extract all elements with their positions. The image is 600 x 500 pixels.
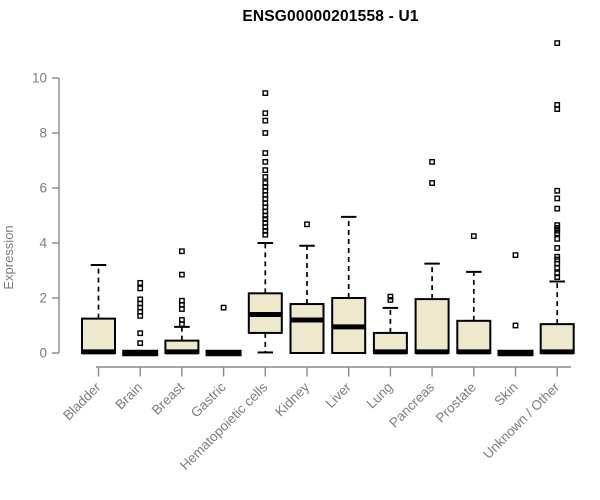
outlier-point bbox=[137, 340, 144, 346]
boxplot-gastric bbox=[205, 304, 242, 357]
iqr-box bbox=[289, 303, 325, 354]
y-axis-title: Expression bbox=[1, 225, 16, 289]
outlier-point bbox=[262, 174, 269, 180]
outlier-point bbox=[512, 252, 519, 258]
outlier-point bbox=[429, 158, 435, 165]
outlier-point bbox=[262, 117, 269, 124]
boxplot-hematopoietic-cells bbox=[247, 90, 283, 354]
collapsed-box bbox=[497, 349, 534, 357]
outlier-point bbox=[429, 180, 435, 186]
boxplot-skin bbox=[497, 252, 534, 357]
y-tick-label: 4 bbox=[39, 236, 47, 251]
x-tick-label-breast: Breast bbox=[149, 379, 187, 417]
outlier-point bbox=[262, 150, 269, 156]
boxplot-prostate bbox=[456, 233, 492, 355]
outlier-point bbox=[554, 274, 561, 280]
outlier-point bbox=[262, 158, 269, 165]
x-tick-label-unknown-other: Unknown / Other bbox=[480, 379, 563, 462]
outlier-point bbox=[554, 205, 561, 212]
outlier-point bbox=[262, 90, 269, 97]
outlier-point bbox=[554, 40, 561, 46]
x-tick-label-prostate: Prostate bbox=[433, 380, 479, 426]
outlier-point bbox=[178, 306, 185, 312]
outlier-point bbox=[554, 195, 561, 202]
outlier-point bbox=[262, 110, 269, 117]
outlier-point bbox=[137, 279, 144, 286]
outlier-point bbox=[554, 187, 561, 194]
x-tick-label-liver: Liver bbox=[323, 379, 355, 411]
outlier-point bbox=[554, 235, 561, 242]
iqr-box bbox=[414, 298, 450, 355]
boxplot-lung bbox=[372, 293, 408, 355]
outlier-point bbox=[137, 330, 144, 337]
outlier-point bbox=[137, 285, 144, 292]
y-tick-label: 8 bbox=[39, 126, 47, 141]
outlier-point bbox=[220, 304, 227, 311]
boxplot-breast bbox=[164, 248, 200, 355]
x-tick-label-gastric: Gastric bbox=[188, 379, 229, 420]
outlier-point bbox=[387, 293, 394, 300]
y-axis: 0 2 4 6 8 10 Expression bbox=[1, 71, 60, 361]
boxplot-pancreas bbox=[414, 158, 450, 355]
x-tick-label-skin: Skin bbox=[491, 380, 520, 409]
x-tick-label-pancreas: Pancreas bbox=[386, 379, 437, 430]
x-tick-label-brain: Brain bbox=[112, 380, 145, 413]
x-tick-label-lung: Lung bbox=[364, 380, 396, 412]
outlier-point bbox=[262, 130, 269, 136]
outlier-point bbox=[137, 312, 144, 319]
x-tick-label-bladder: Bladder bbox=[60, 379, 104, 423]
outlier-point bbox=[554, 106, 561, 112]
collapsed-box bbox=[122, 349, 159, 357]
outlier-point bbox=[387, 297, 394, 303]
boxplot-liver bbox=[331, 215, 367, 354]
outlier-point bbox=[554, 245, 561, 251]
y-tick-label: 0 bbox=[39, 346, 47, 361]
boxplot-kidney bbox=[289, 221, 325, 354]
y-tick-label: 2 bbox=[39, 291, 47, 306]
x-tick-label-kidney: Kidney bbox=[272, 379, 312, 419]
outlier-point bbox=[554, 264, 561, 271]
outlier-point bbox=[470, 233, 477, 240]
boxplot-brain bbox=[122, 279, 159, 357]
chart-title: ENSG00000201558 - U1 bbox=[242, 8, 419, 25]
collapsed-box bbox=[205, 349, 242, 357]
outlier-point bbox=[262, 167, 269, 174]
y-tick-label: 10 bbox=[32, 71, 47, 86]
outlier-point bbox=[304, 221, 310, 228]
outlier-point bbox=[262, 212, 269, 219]
y-tick-label: 6 bbox=[39, 181, 47, 196]
outlier-point bbox=[178, 271, 185, 278]
iqr-box bbox=[81, 317, 116, 354]
boxplot-unknown-other bbox=[539, 40, 575, 355]
iqr-box bbox=[456, 319, 492, 355]
outlier-point bbox=[512, 322, 519, 329]
iqr-box bbox=[539, 323, 575, 354]
boxplot-bladder bbox=[81, 264, 116, 355]
outlier-point bbox=[262, 231, 269, 238]
outlier-point bbox=[554, 230, 561, 237]
outlier-point bbox=[178, 321, 185, 328]
outlier-point bbox=[178, 248, 185, 255]
